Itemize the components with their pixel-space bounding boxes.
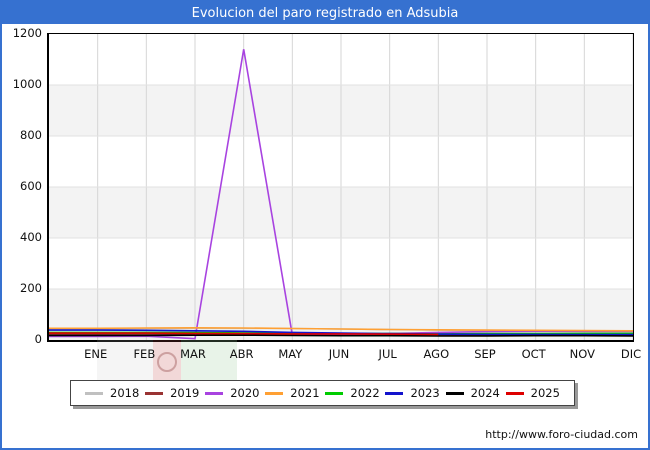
series-line-2021 [49, 326, 633, 332]
x-tick-label-dic: DIC [620, 347, 642, 361]
legend-label: 2018 [110, 386, 140, 400]
legend-label: 2019 [170, 386, 200, 400]
page-title: Evolucion del paro registrado en Adsubia [191, 5, 459, 21]
y-tick-label: 200 [20, 281, 42, 295]
x-tick-label-jun: JUN [328, 347, 350, 361]
legend-item-2019[interactable]: 2019 [145, 386, 199, 400]
legend-item-2024[interactable]: 2024 [445, 386, 500, 400]
legend-item-2023[interactable]: 2023 [385, 386, 440, 400]
plot-area [47, 33, 634, 342]
legend-label: 2020 [230, 386, 260, 400]
legend-swatch-icon [505, 391, 524, 395]
legend-item-2021[interactable]: 2021 [265, 386, 320, 400]
legend-item-2025[interactable]: 2025 [505, 386, 560, 400]
legend-swatch-icon [445, 391, 464, 395]
y-tick-label: 1200 [12, 26, 42, 40]
x-tick-label-oct: OCT [521, 347, 546, 361]
x-tick-label-nov: NOV [569, 347, 595, 361]
x-tick-label-ene: ENE [84, 347, 108, 361]
legend-swatch-icon [325, 391, 344, 395]
x-tick-label-jul: JUL [378, 347, 397, 361]
legend-swatch-icon [385, 391, 404, 395]
legend-swatch-icon [85, 391, 103, 395]
legend-item-2020[interactable]: 2020 [205, 386, 259, 400]
line-chart [49, 34, 633, 340]
series-line-2024 [49, 334, 633, 337]
x-tick-label-abr: ABR [229, 347, 254, 361]
legend-swatch-icon [205, 391, 224, 395]
x-tick-label-sep: SEP [474, 347, 496, 361]
source-url[interactable]: http://www.foro-ciudad.com [485, 428, 638, 441]
chart-title-bar: Evolucion del paro registrado en Adsubia [2, 2, 648, 24]
legend-label: 2025 [530, 386, 560, 400]
x-tick-label-may: MAY [278, 347, 303, 361]
x-tick-label-ago: AGO [423, 347, 450, 361]
y-tick-label: 400 [20, 230, 42, 244]
x-tick-label-mar: MAR [180, 347, 206, 361]
legend-label: 2024 [470, 386, 500, 400]
y-tick-label: 1000 [12, 77, 42, 91]
series-line-2025 [49, 332, 439, 336]
x-tick-label-feb: FEB [133, 347, 156, 361]
y-tick-label: 800 [20, 128, 42, 142]
y-tick-label: 600 [20, 179, 42, 193]
legend-label: 2023 [410, 386, 440, 400]
legend-label: 2022 [350, 386, 380, 400]
legend-item-2018[interactable]: 2018 [85, 386, 139, 400]
y-tick-label: 0 [34, 332, 42, 346]
chart-legend: 2018 2019 2020 2021 2022 2023 2024 2025 [70, 380, 575, 406]
legend-label: 2021 [290, 386, 320, 400]
legend-item-2022[interactable]: 2022 [325, 386, 380, 400]
legend-swatch-icon [145, 391, 164, 395]
legend-swatch-icon [265, 391, 284, 395]
